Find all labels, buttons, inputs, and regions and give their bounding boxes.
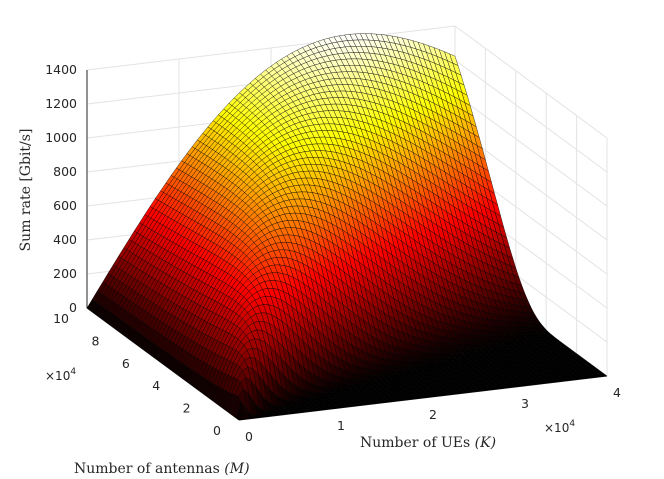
tick-labels: 0 200 400 600 800 1000 1200 1400 0 1 2 3 4 0 2 4 6 8 10 bbox=[45, 62, 621, 444]
x-multiplier-exp: 4 bbox=[569, 419, 575, 429]
x-tick-label: 4 bbox=[613, 385, 621, 400]
y-multiplier-exp: 4 bbox=[70, 367, 76, 377]
grid-line-back-z bbox=[86, 25, 456, 71]
y-tick-label: 8 bbox=[91, 333, 99, 348]
grid-line-side-z bbox=[454, 93, 608, 207]
y-tick-label: 4 bbox=[152, 378, 160, 393]
y-axis-label-text: Number of antennas bbox=[74, 461, 224, 477]
surface-patch bbox=[598, 373, 608, 377]
y-multiplier-base: ×10 bbox=[45, 369, 70, 383]
y-axis-label: Number of antennas (M) bbox=[74, 461, 250, 477]
y-axis-multiplier: ×104 bbox=[45, 367, 76, 383]
grid-line-side-z bbox=[454, 59, 608, 173]
y-tick-label: 10 bbox=[53, 311, 69, 326]
x-tick-label: 2 bbox=[429, 407, 437, 422]
z-tick-label: 1200 bbox=[45, 96, 77, 111]
z-tick-label: 200 bbox=[53, 266, 77, 281]
z-tick-label: 0 bbox=[69, 300, 77, 315]
x-tick-label: 0 bbox=[245, 429, 253, 444]
y-axis-label-var: (M) bbox=[224, 461, 249, 477]
x-tick-label: 1 bbox=[337, 418, 345, 433]
x-axis-multiplier: ×104 bbox=[544, 419, 575, 435]
y-tick-label: 6 bbox=[122, 356, 130, 371]
x-tick-label: 3 bbox=[521, 396, 529, 411]
z-tick-label: 600 bbox=[53, 198, 77, 213]
z-axis-label: Sum rate [Gbit/s] bbox=[18, 129, 34, 252]
x-axis-label-var: (K) bbox=[475, 435, 496, 451]
grid-line-side-z bbox=[454, 25, 608, 139]
surface-mesh bbox=[86, 33, 608, 421]
x-multiplier-base: ×10 bbox=[544, 421, 569, 435]
z-tick-label: 800 bbox=[53, 164, 77, 179]
z-tick-label: 1000 bbox=[45, 130, 77, 145]
z-tick-label: 1400 bbox=[45, 62, 77, 77]
x-axis-label: Number of UEs (K) bbox=[360, 435, 496, 451]
z-tick-label: 400 bbox=[53, 232, 77, 247]
y-tick-label: 2 bbox=[183, 401, 191, 416]
y-tick-label: 0 bbox=[213, 423, 221, 438]
x-axis-label-text: Number of UEs bbox=[360, 435, 475, 451]
